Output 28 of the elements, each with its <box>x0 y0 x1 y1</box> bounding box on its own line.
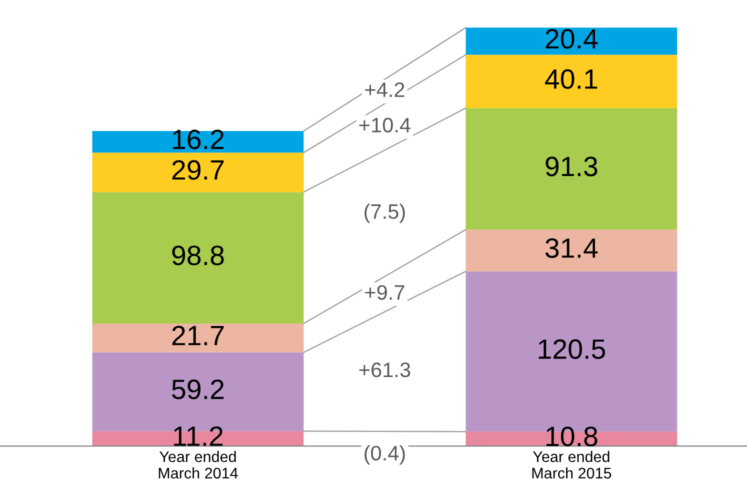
bar <box>466 28 678 55</box>
bar <box>466 54 678 108</box>
bar <box>92 152 304 192</box>
annotation: (0.4) <box>364 445 405 465</box>
data-label: 20.4 <box>546 29 598 49</box>
data-label: 31.4 <box>545 238 598 258</box>
data-label: 98.8 <box>172 246 224 266</box>
data-label: 10.8 <box>546 426 598 446</box>
data-label: 16.2 <box>173 130 224 150</box>
annotation: +61.3 <box>359 362 410 378</box>
data-label: 91.3 <box>546 156 598 176</box>
bar <box>466 108 678 230</box>
bar <box>92 324 304 352</box>
data-label: 29.7 <box>172 160 224 180</box>
annotation: +10.4 <box>359 118 410 132</box>
annotation: (7.5) <box>364 204 405 224</box>
bar <box>92 192 304 324</box>
x-tick-label: Year ended March 2014 <box>158 450 238 479</box>
data-label: 21.7 <box>172 326 224 346</box>
data-label: 59.2 <box>172 380 224 400</box>
data-label: 40.1 <box>545 69 598 89</box>
bar <box>466 230 678 272</box>
annotation: +4.2 <box>365 82 404 97</box>
bar <box>92 131 304 153</box>
x-tick-label: Year ended March 2015 <box>532 450 612 479</box>
annotation: +9.7 <box>365 285 404 300</box>
data-label: 120.5 <box>538 339 606 359</box>
data-label: 11.2 <box>174 426 223 446</box>
